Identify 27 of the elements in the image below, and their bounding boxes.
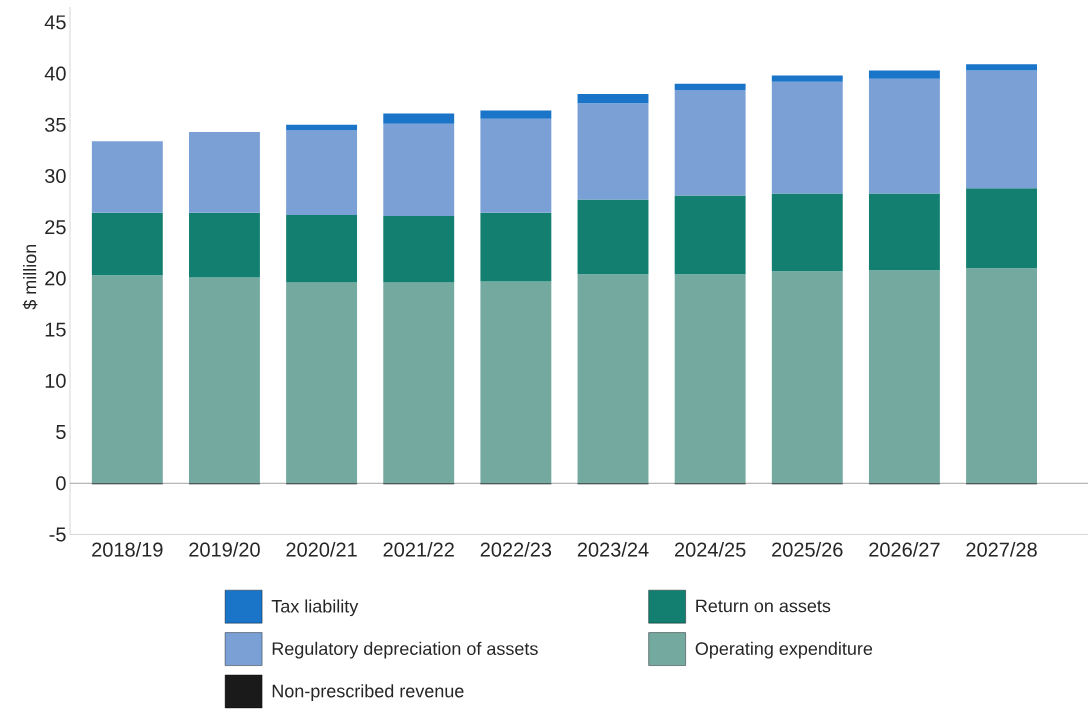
x-tick-label: 2025/26 <box>772 542 843 557</box>
x-tick-label: 2020/21 <box>286 542 357 557</box>
y-axis-title: $ million <box>22 244 38 310</box>
x-tick-label: 2024/25 <box>675 542 746 557</box>
y-tick-label: 15 <box>45 322 66 337</box>
y-tick-label: 10 <box>45 373 66 388</box>
x-tick-label: 2023/24 <box>577 542 649 557</box>
x-tick-label: 2027/28 <box>966 542 1037 557</box>
x-tick-label: 2019/20 <box>189 542 260 557</box>
y-tick-label: 35 <box>45 117 66 132</box>
y-tick-label: 40 <box>44 66 66 81</box>
y-tick-label: 0 <box>56 476 66 491</box>
y-tick-label: 30 <box>45 168 66 184</box>
y-tick-label: -5 <box>49 527 66 542</box>
legend-label: Regulatory depreciation of assets <box>272 641 538 659</box>
legend-label: Return on assets <box>696 599 831 613</box>
x-tick-label: 2018/19 <box>92 542 163 557</box>
y-tick-label: 45 <box>44 15 66 30</box>
legend-label: Non-prescribed revenue <box>272 684 464 701</box>
y-tick-label: 20 <box>45 271 66 286</box>
y-tick-label: 5 <box>56 425 66 440</box>
x-tick-label: 2022/23 <box>480 542 552 557</box>
legend-label: Tax liability <box>271 599 359 617</box>
legend-label: Operating expenditure <box>695 641 873 659</box>
y-tick-label: 25 <box>45 220 66 235</box>
x-tick-label: 2021/22 <box>383 542 454 557</box>
x-tick-label: 2026/27 <box>869 542 940 557</box>
